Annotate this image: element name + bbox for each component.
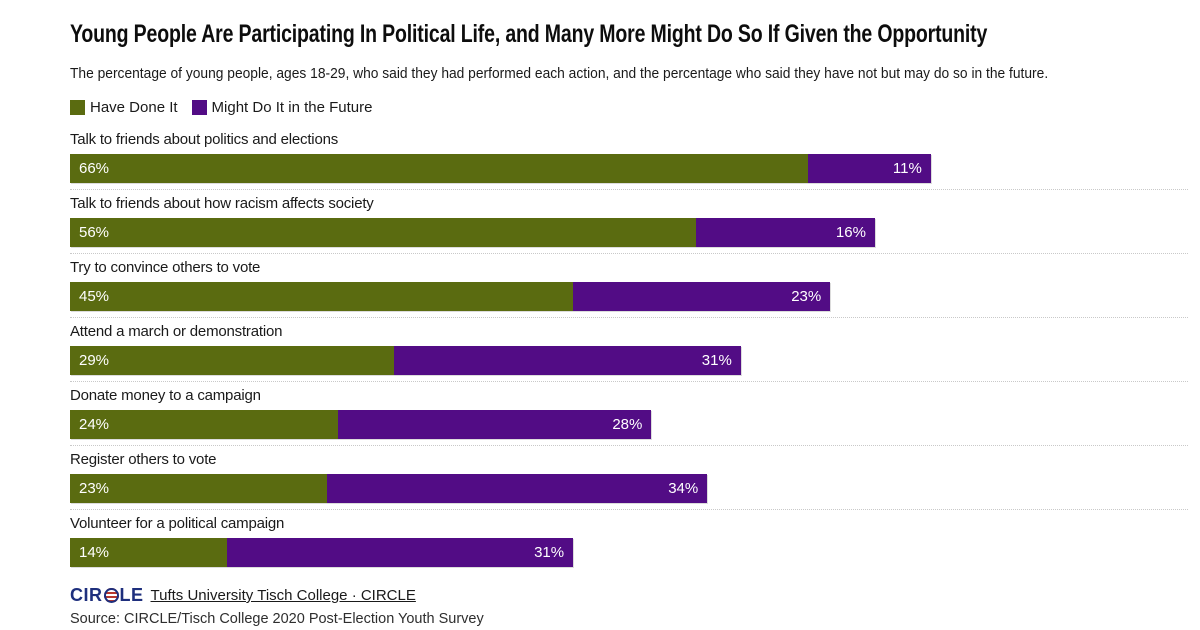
bar-category-label: Talk to friends about how racism affects… [70, 195, 374, 212]
row-separator [70, 317, 1188, 318]
legend-swatch-icon [70, 100, 85, 115]
bar-row: Register others to vote 23% 34% [70, 452, 1188, 503]
bar-segment-have-done-it: 14% [70, 538, 227, 567]
source-note: Source: CIRCLE/Tisch College 2020 Post-E… [70, 611, 484, 627]
circle-logo-icon [103, 588, 119, 603]
bar-segment-might-do-it: 23% [573, 282, 831, 311]
bar-row: Donate money to a campaign 24% 28% [70, 388, 1188, 439]
bar-segment-have-done-it: 23% [70, 474, 328, 503]
row-separator [70, 381, 1188, 382]
bar-track: 45% 23% [70, 282, 1188, 311]
legend-item: Might Do It in the Future [191, 99, 373, 116]
circle-logo: CIR LE [70, 585, 144, 605]
chart-container: Young People Are Participating In Politi… [70, 20, 1188, 627]
row-separator [70, 445, 1188, 446]
bar-category-label: Talk to friends about politics and elect… [70, 131, 339, 148]
bar-category-label: Donate money to a campaign [70, 387, 261, 404]
bar-category-label: Register others to vote [70, 451, 217, 468]
bar-segment-have-done-it: 45% [70, 282, 574, 311]
legend-item: Have Done It [70, 99, 178, 116]
bar-category-label: Attend a march or demonstration [70, 323, 283, 340]
chart-subtitle: The percentage of young people, ages 18-… [70, 65, 1049, 82]
bar-segment-have-done-it: 66% [70, 154, 808, 183]
bar-segment-have-done-it: 29% [70, 346, 395, 375]
chart-footer: CIR LE Tufts University Tisch College · C… [70, 585, 1188, 627]
bar-row: Volunteer for a political campaign 14% 31% [70, 516, 1188, 567]
bar-segment-might-do-it: 11% [807, 154, 931, 183]
bar-rows: Talk to friends about politics and elect… [70, 132, 1188, 567]
bar-row: Talk to friends about how racism affects… [70, 196, 1188, 247]
bar-segment-have-done-it: 24% [70, 410, 339, 439]
bar-segment-might-do-it: 31% [226, 538, 574, 567]
row-separator [70, 189, 1188, 190]
legend-label: Might Do It in the Future [211, 99, 373, 116]
bar-segment-might-do-it: 34% [327, 474, 708, 503]
legend-swatch-icon [191, 100, 207, 115]
bar-track: 29% 31% [70, 346, 1188, 375]
bar-track: 56% 16% [70, 218, 1188, 247]
bar-segment-might-do-it: 28% [338, 410, 652, 439]
bar-segment-might-do-it: 16% [696, 218, 875, 247]
bar-track: 23% 34% [70, 474, 1188, 503]
row-separator [70, 509, 1188, 510]
row-separator [70, 253, 1188, 254]
chart-legend: Have Done It Might Do It in the Future [70, 99, 1188, 116]
bar-row: Try to convince others to vote 45% 23% [70, 260, 1188, 311]
bar-track: 14% 31% [70, 538, 1188, 567]
chart-title: Young People Are Participating In Politi… [70, 20, 988, 48]
bar-category-label: Try to convince others to vote [70, 259, 261, 276]
bar-track: 66% 11% [70, 154, 1188, 183]
bar-row: Attend a march or demonstration 29% 31% [70, 324, 1188, 375]
attribution-link[interactable]: Tufts University Tisch College · CIRCLE [150, 587, 416, 604]
bar-segment-might-do-it: 31% [394, 346, 741, 375]
bar-category-label: Volunteer for a political campaign [70, 515, 285, 532]
bar-track: 24% 28% [70, 410, 1188, 439]
legend-label: Have Done It [90, 99, 178, 116]
bar-segment-have-done-it: 56% [70, 218, 697, 247]
bar-row: Talk to friends about politics and elect… [70, 132, 1188, 183]
